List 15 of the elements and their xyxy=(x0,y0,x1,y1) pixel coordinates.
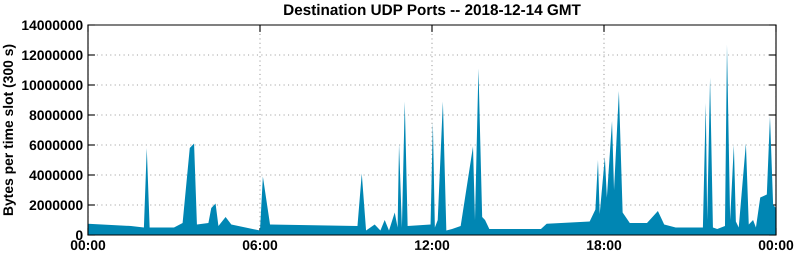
y-axis-title: Bytes per time slot (300 s) xyxy=(2,44,16,216)
y-tick-label: 6000000 xyxy=(30,140,83,150)
y-tick-label: 14000000 xyxy=(22,20,83,30)
x-tick-label: 06:00 xyxy=(242,240,278,250)
x-tick-label: 00:00 xyxy=(70,240,106,250)
y-tick-label: 8000000 xyxy=(30,110,83,120)
x-tick-label: 18:00 xyxy=(587,240,622,250)
y-tick-label: 12000000 xyxy=(22,50,83,60)
y-tick-label: 4000000 xyxy=(29,170,83,180)
y-tick-label: 10000000 xyxy=(22,80,83,90)
y-tick-label: 2000000 xyxy=(30,200,83,210)
x-tick-label: 00:00 xyxy=(758,240,794,250)
chart-title: Destination UDP Ports -- 2018-12-14 GMT xyxy=(284,4,581,16)
y-tick-label: 0 xyxy=(76,230,83,240)
x-tick-label: 12:00 xyxy=(415,240,450,250)
